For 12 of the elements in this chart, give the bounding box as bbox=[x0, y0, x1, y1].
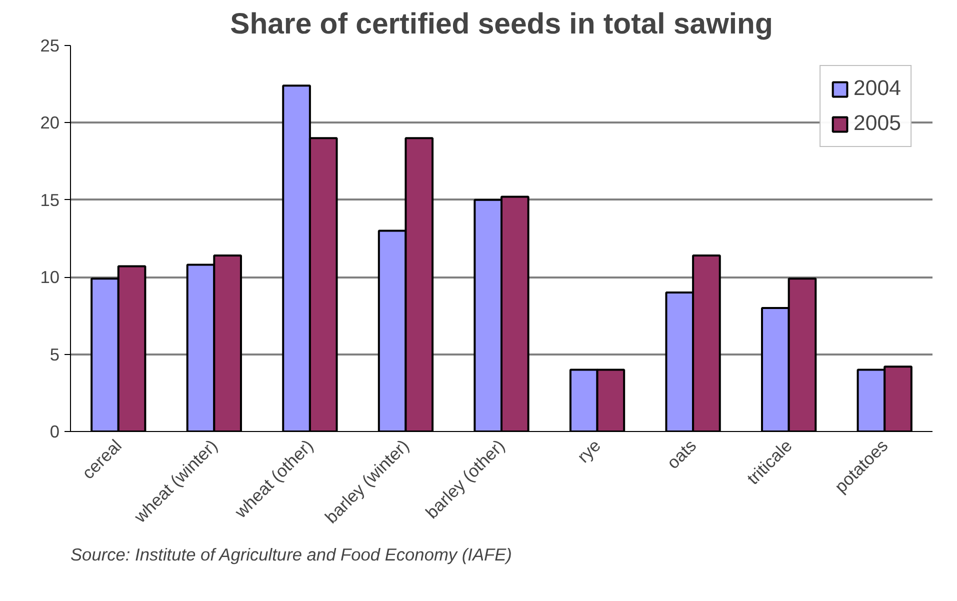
chart-title: Share of certified seeds in total sawing bbox=[230, 8, 773, 40]
x-tick-label: rye bbox=[573, 435, 604, 467]
y-tick-label: 10 bbox=[40, 267, 60, 288]
x-tick-label: oats bbox=[662, 435, 700, 473]
y-tick-label: 5 bbox=[50, 344, 60, 364]
legend-label: 2005 bbox=[854, 111, 901, 136]
legend-label: 2004 bbox=[854, 76, 901, 101]
source-note: Source: Institute of Agriculture and Food Economy (IAFE) bbox=[70, 544, 512, 564]
y-tick-label: 15 bbox=[40, 190, 60, 210]
y-tick-label: 25 bbox=[40, 36, 60, 56]
y-tick-label: 0 bbox=[50, 422, 60, 442]
y-tick-label: 20 bbox=[40, 112, 60, 133]
